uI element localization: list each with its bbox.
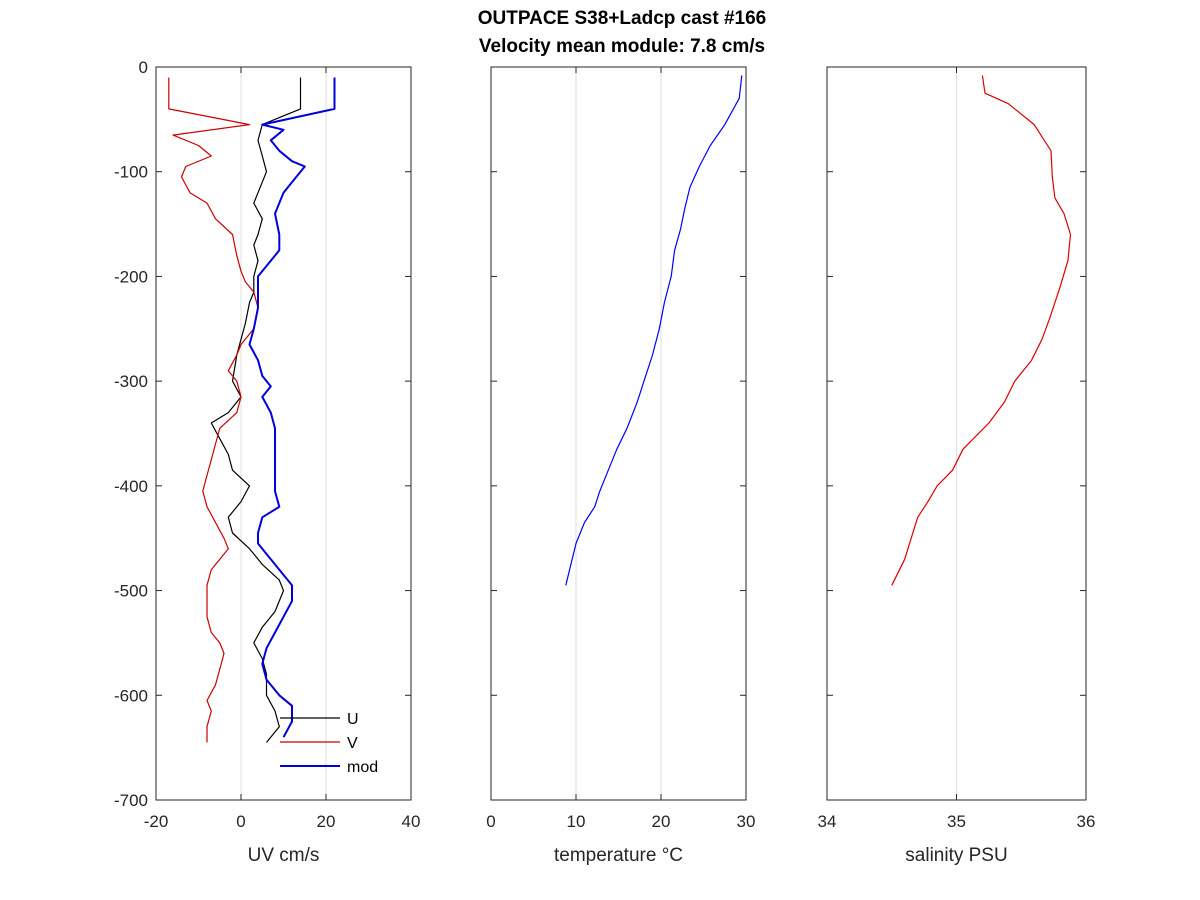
salinity-xtick-label: 35 — [947, 812, 966, 831]
temperature-series-profile-line — [565, 75, 743, 586]
velocity-xtick-label: 20 — [317, 812, 336, 831]
salinity-xtick-label: 36 — [1077, 812, 1096, 831]
velocity-ytick-label: 0 — [139, 58, 148, 77]
velocity-series-v-line — [168, 77, 259, 743]
velocity-ytick-label: -400 — [114, 477, 148, 496]
velocity-ytick-label: -300 — [114, 372, 148, 391]
velocity-xtick-label: -20 — [144, 812, 169, 831]
temperature-panel: 0 10 20 30 temperature °C — [486, 66, 756, 866]
salinity-series-profile-line — [891, 75, 1072, 586]
temperature-xtick-label: 20 — [652, 812, 671, 831]
velocity-ytick-label: -600 — [114, 686, 148, 705]
velocity-ytick-label: -100 — [114, 163, 148, 182]
salinity-panel: 34 35 36 salinity PSU — [818, 66, 1096, 866]
velocity-xaxis-label: UV cm/s — [248, 845, 320, 866]
figure-title-line2: Velocity mean module: 7.8 cm/s — [479, 36, 765, 57]
legend-label-u: U — [347, 711, 359, 728]
velocity-series-mod-line — [248, 77, 336, 738]
salinity-xtick-label: 34 — [818, 812, 837, 831]
temperature-xtick-label: 0 — [486, 812, 495, 831]
temperature-axes-box — [490, 66, 747, 801]
velocity-ytick-label: -200 — [114, 267, 148, 286]
velocity-panel: 0-100-200-300-400-500-600-700-20 0 20 40UV … — [114, 58, 420, 866]
velocity-xtick-label: 0 — [236, 812, 245, 831]
temperature-xtick-label: 10 — [567, 812, 586, 831]
velocity-ytick-label: -500 — [114, 582, 148, 601]
legend-label-mod: mod — [347, 759, 378, 776]
temperature-xaxis-label: temperature °C — [554, 845, 683, 866]
temperature-xtick-label: 30 — [737, 812, 756, 831]
velocity-xtick-label: 40 — [402, 812, 421, 831]
velocity-series-u-line — [210, 77, 302, 743]
figure-title-line1: OUTPACE S38+Ladcp cast #166 — [478, 8, 766, 29]
legend-label-v: V — [347, 735, 358, 752]
salinity-xaxis-label: salinity PSU — [905, 845, 1007, 866]
velocity-axes-box — [155, 66, 412, 801]
velocity-ytick-label: -700 — [114, 791, 148, 810]
